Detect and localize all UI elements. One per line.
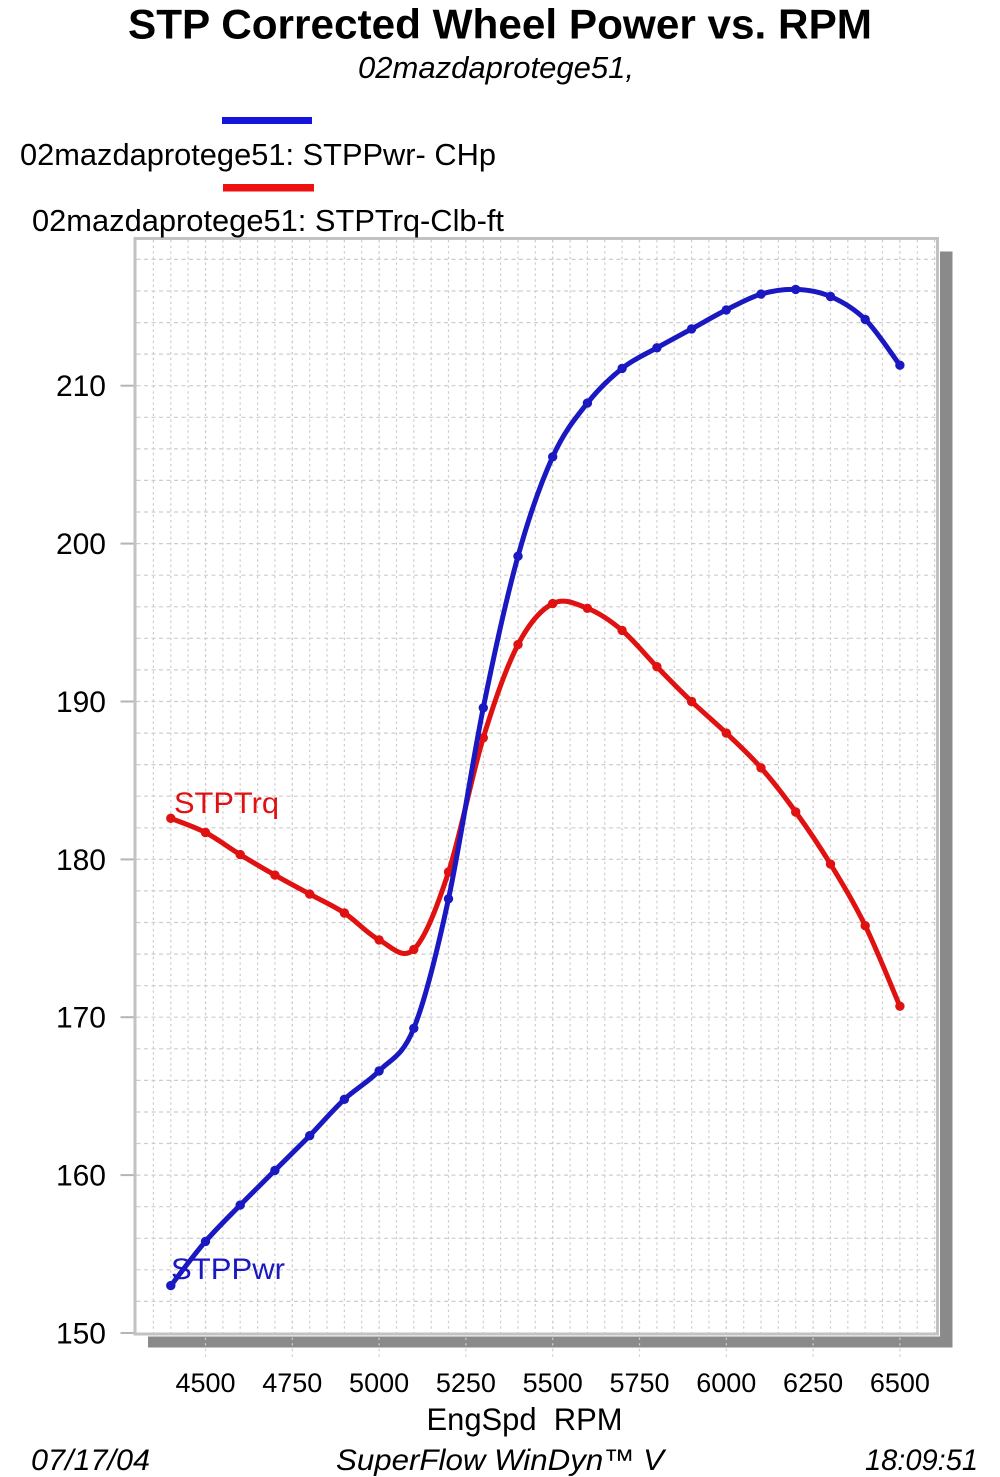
svg-text:STP Corrected Wheel Power vs.: STP Corrected Wheel Power vs. RPM <box>128 1 872 48</box>
svg-text:6250: 6250 <box>783 1368 843 1398</box>
svg-text:4750: 4750 <box>262 1368 322 1398</box>
svg-text:160: 160 <box>56 1160 106 1193</box>
svg-text:02mazdaprotege51,: 02mazdaprotege51, <box>358 50 634 85</box>
svg-text:6000: 6000 <box>696 1368 756 1398</box>
svg-text:170: 170 <box>56 1002 106 1035</box>
svg-text:07/17/04: 07/17/04 <box>31 1444 150 1477</box>
svg-text:02mazdaprotege51: STPPwr- CHp: 02mazdaprotege51: STPPwr- CHp <box>20 137 496 172</box>
svg-text:180: 180 <box>56 844 106 877</box>
svg-text:02mazdaprotege51: STPTrq-Clb-f: 02mazdaprotege51: STPTrq-Clb-ft <box>32 203 504 238</box>
svg-text:SuperFlow WinDyn™ V: SuperFlow WinDyn™ V <box>336 1444 667 1477</box>
svg-text:STPTrq: STPTrq <box>174 787 279 820</box>
svg-text:150: 150 <box>56 1318 106 1351</box>
svg-text:210: 210 <box>56 370 106 403</box>
svg-text:6500: 6500 <box>870 1368 930 1398</box>
svg-text:5750: 5750 <box>609 1368 669 1398</box>
svg-text:EngSpd RPM: EngSpd RPM <box>427 1401 623 1437</box>
svg-text:5500: 5500 <box>523 1368 583 1398</box>
svg-text:4500: 4500 <box>175 1368 235 1398</box>
svg-text:5250: 5250 <box>436 1368 496 1398</box>
svg-text:200: 200 <box>56 528 106 561</box>
svg-text:190: 190 <box>56 686 106 719</box>
svg-text:5000: 5000 <box>349 1368 409 1398</box>
svg-text:18:09:51: 18:09:51 <box>865 1444 978 1477</box>
svg-text:STPPwr: STPPwr <box>171 1253 285 1286</box>
